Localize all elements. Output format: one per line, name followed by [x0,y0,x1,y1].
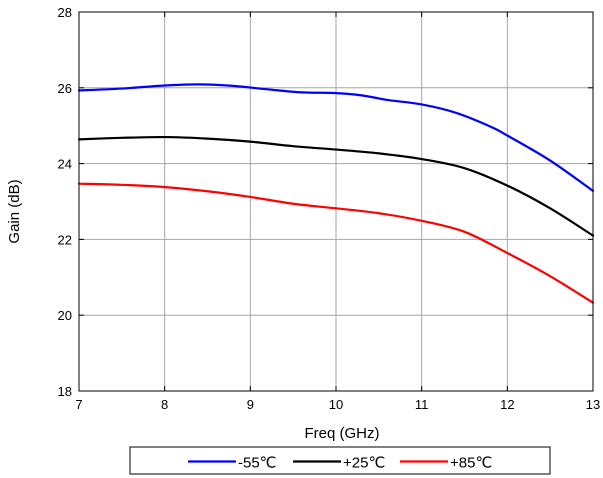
x-axis-label: Freq (GHz) [305,425,380,442]
y-tick-label: 28 [58,5,72,20]
series-group [77,83,595,304]
y-tick-label: 20 [58,308,72,323]
x-tick-label: 13 [586,397,600,412]
y-tick-label: 18 [58,384,72,399]
legend-label: +85℃ [450,455,492,472]
grid [79,12,593,391]
legend-label: -55℃ [238,455,277,472]
x-tick-label: 10 [329,397,343,412]
y-tick-label: 22 [58,232,72,247]
x-tick-label: 8 [161,397,168,412]
legend: -55℃ +25℃ +85℃ [129,446,551,475]
x-tick-label: 9 [247,397,254,412]
series-line-0 [77,83,595,192]
axis-ticks: 7 8 9 10 11 12 13 18 20 22 24 26 28 [58,5,601,412]
legend-label: +25℃ [343,455,385,472]
y-tick-label: 26 [58,81,72,96]
y-axis-label: Gain (dB) [6,179,23,243]
x-tick-label: 11 [415,397,429,412]
x-tick-label: 7 [75,397,82,412]
series-line-2 [77,182,595,304]
y-tick-label: 24 [58,157,72,172]
series-line-1 [77,135,595,237]
x-tick-label: 12 [500,397,514,412]
